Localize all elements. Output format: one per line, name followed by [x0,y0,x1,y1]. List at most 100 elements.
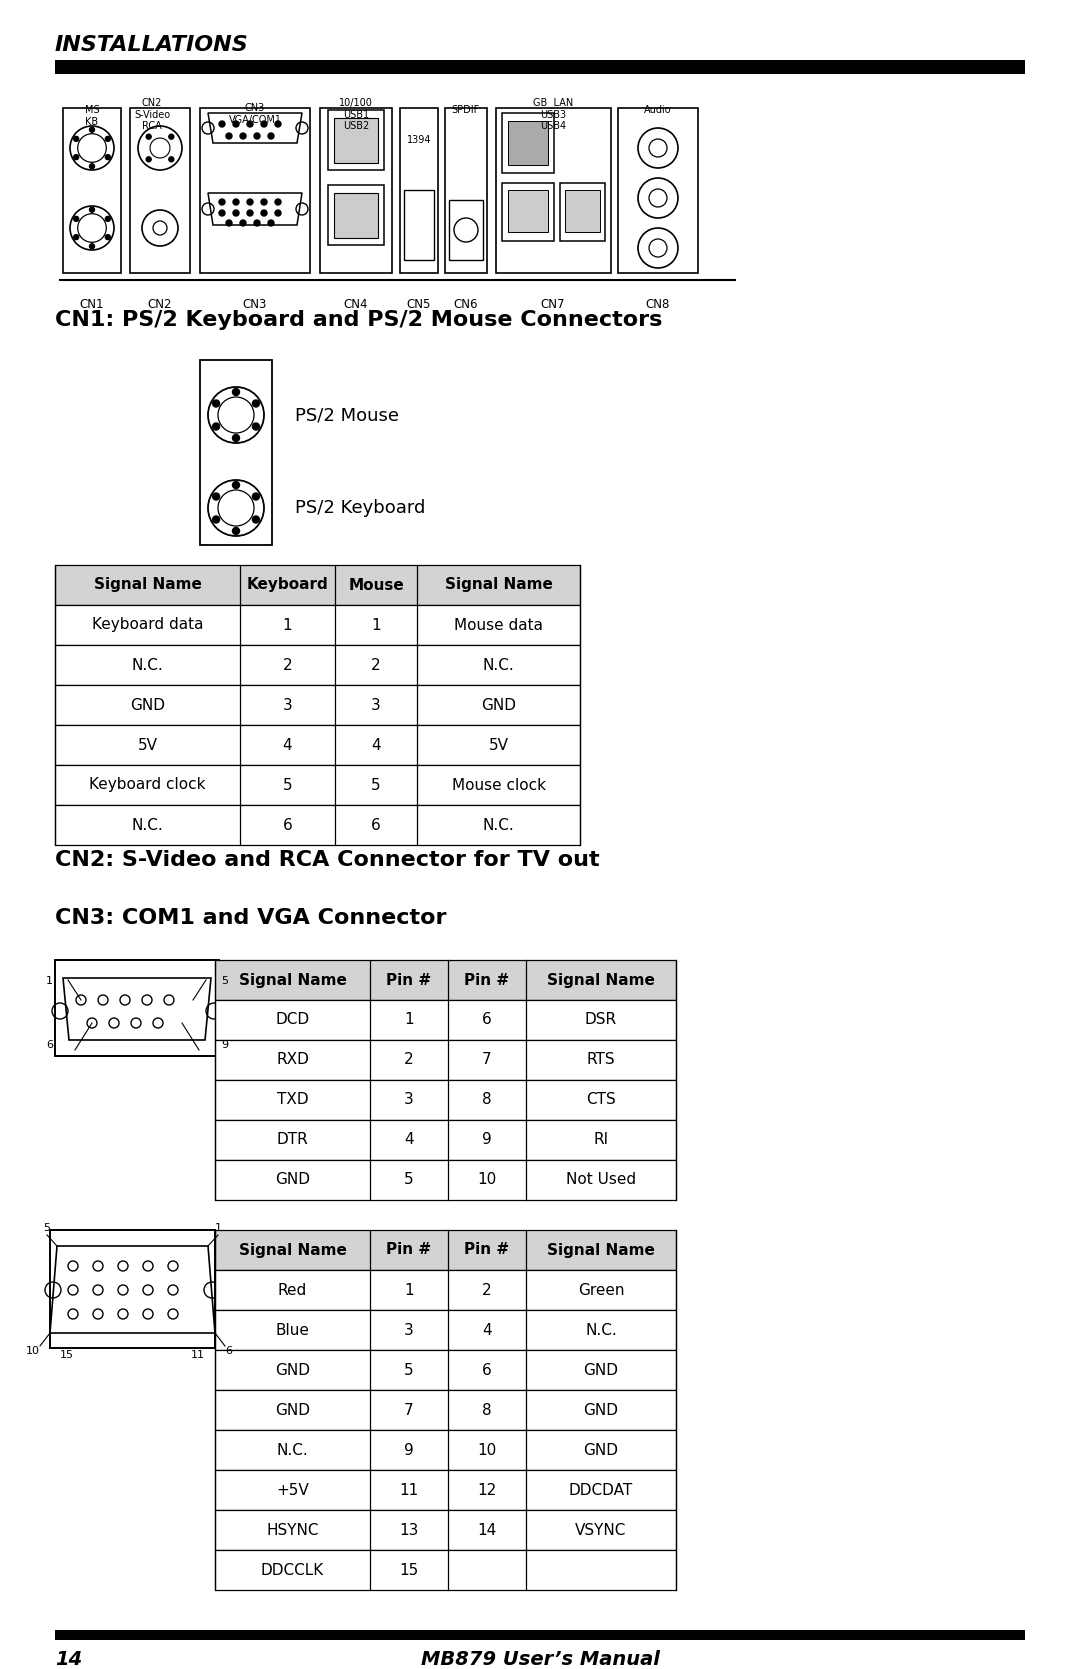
Text: RXD: RXD [276,1053,309,1068]
Text: GND: GND [583,1442,619,1457]
Text: 4: 4 [482,1322,491,1337]
Text: Blue: Blue [275,1322,310,1337]
Text: GND: GND [583,1362,619,1377]
Circle shape [70,205,114,250]
Text: 1: 1 [283,618,293,633]
Circle shape [226,134,232,139]
Text: GB  LAN
USB3
USB4: GB LAN USB3 USB4 [532,98,573,132]
Text: 11: 11 [400,1482,419,1497]
Circle shape [138,125,183,170]
Text: 15: 15 [60,1350,75,1360]
Text: 10: 10 [26,1345,40,1355]
Text: N.C.: N.C. [585,1322,617,1337]
Text: Keyboard data: Keyboard data [92,618,203,633]
Text: N.C.: N.C. [483,658,514,673]
Bar [215,1350,676,1390]
Text: Signal Name: Signal Name [548,1242,654,1257]
Text: 10: 10 [477,1442,497,1457]
Text: 8: 8 [482,1402,491,1417]
Text: 5: 5 [404,1173,414,1188]
Text: 1: 1 [404,1282,414,1297]
Circle shape [233,199,239,205]
Text: 5: 5 [404,1362,414,1377]
Bar [449,200,483,260]
Text: GND: GND [275,1402,310,1417]
Bar [400,108,438,274]
Circle shape [232,527,240,534]
Circle shape [254,220,260,225]
Text: 14: 14 [55,1651,82,1669]
Text: Signal Name: Signal Name [239,973,347,988]
Circle shape [106,217,110,222]
Circle shape [219,120,225,127]
Text: RTS: RTS [586,1053,616,1068]
Text: TXD: TXD [276,1093,308,1108]
Circle shape [73,137,79,142]
Bar [55,1631,1025,1641]
Circle shape [90,127,95,132]
Circle shape [233,120,239,127]
Circle shape [253,516,259,522]
Circle shape [146,134,151,139]
Text: 2: 2 [482,1282,491,1297]
Text: CN1: PS/2 Keyboard and PS/2 Mouse Connectors: CN1: PS/2 Keyboard and PS/2 Mouse Connec… [55,310,662,330]
Text: 2: 2 [283,658,293,673]
Text: 1: 1 [215,1223,222,1233]
Text: Mouse: Mouse [348,577,404,592]
Text: 6: 6 [283,818,293,833]
Text: CN1: CN1 [80,299,105,310]
Text: CN3: CN3 [243,299,267,310]
Text: CN5: CN5 [407,299,431,310]
Bar [215,1430,676,1470]
Circle shape [208,481,264,536]
Text: Pin #: Pin # [464,973,510,988]
Text: 1: 1 [372,618,381,633]
Text: 15: 15 [400,1562,419,1577]
Text: Signal Name: Signal Name [239,1242,347,1257]
Text: Audio: Audio [644,105,672,115]
Circle shape [208,387,264,442]
Text: MS
KB: MS KB [84,105,99,127]
Text: 2: 2 [404,1053,414,1068]
Bar [618,108,698,274]
Text: 5V: 5V [488,738,509,753]
Circle shape [638,129,678,169]
Circle shape [253,492,259,501]
Bar [561,184,605,240]
Circle shape [232,389,240,396]
Text: DSR: DSR [585,1013,617,1028]
Circle shape [213,401,219,407]
Text: 4: 4 [283,738,293,753]
Text: N.C.: N.C. [276,1442,309,1457]
Circle shape [232,434,240,442]
Bar [334,194,378,239]
Text: Pin #: Pin # [387,1242,432,1257]
Text: CN8: CN8 [646,299,671,310]
Text: CN2
S-Video
RCA: CN2 S-Video RCA [134,98,170,132]
Text: Signal Name: Signal Name [94,577,202,592]
Bar [320,108,392,274]
Text: +5V: +5V [276,1482,309,1497]
Bar [215,1470,676,1510]
Circle shape [275,210,281,215]
Circle shape [141,210,178,245]
Circle shape [268,220,274,225]
Text: 5: 5 [372,778,381,793]
Circle shape [219,210,225,215]
Bar [445,108,487,274]
Text: N.C.: N.C. [132,658,163,673]
Circle shape [247,210,253,215]
Circle shape [73,235,79,240]
Bar [55,960,219,1056]
Text: 4: 4 [404,1133,414,1148]
Circle shape [254,134,260,139]
Text: 7: 7 [404,1402,414,1417]
Bar [63,108,121,274]
Text: 5: 5 [283,778,293,793]
Circle shape [247,120,253,127]
Text: 6: 6 [225,1345,232,1355]
Text: 3: 3 [372,698,381,713]
Text: GND: GND [481,698,516,713]
Circle shape [253,401,259,407]
Text: DDCDAT: DDCDAT [569,1482,633,1497]
